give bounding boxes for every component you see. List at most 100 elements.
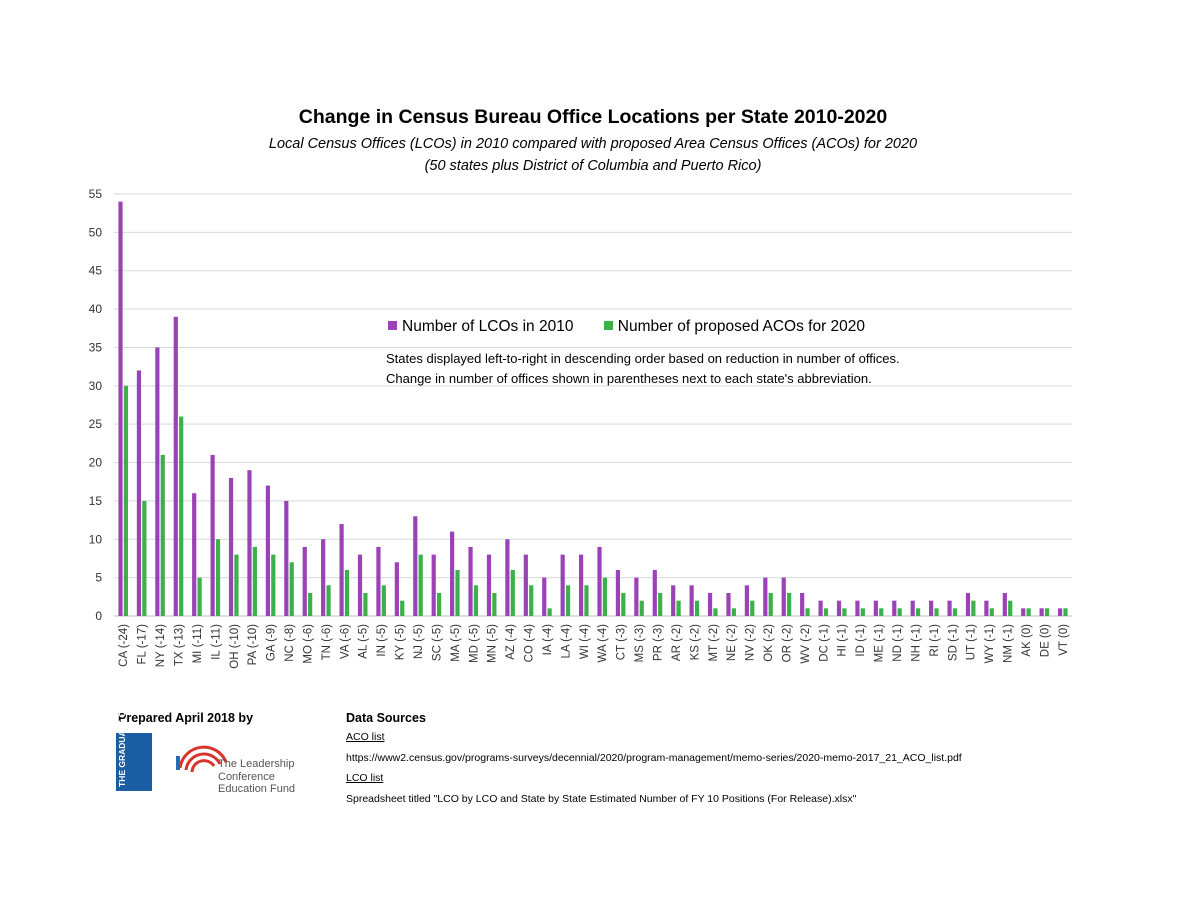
y-tick-label: 20 [89, 456, 103, 470]
aco-list-link[interactable]: ACO list [346, 731, 385, 743]
x-tick-label: WA (-4) [597, 624, 609, 663]
bar-lco-2010 [910, 600, 915, 616]
y-tick-label: 40 [89, 302, 103, 316]
bar-lco-2010 [210, 454, 215, 616]
bar-lco-2010 [578, 554, 584, 616]
x-tick-label: ND (-1) [892, 624, 904, 662]
legend-item-aco: Number of proposed ACOs for 2020 [603, 318, 865, 336]
bar-lco-2010 [468, 546, 473, 616]
y-tick-label: 5 [95, 571, 102, 585]
x-tick-label: IA (-4) [542, 624, 554, 655]
y-tick-label: 45 [89, 264, 103, 278]
x-tick-label: AZ (-4) [505, 624, 517, 660]
x-tick-label: PA (-10) [247, 624, 259, 665]
bar-aco-2020 [952, 608, 958, 616]
chart-subtitle: Local Census Offices (LCOs) in 2010 comp… [268, 136, 918, 152]
bar-lco-2010 [781, 577, 786, 616]
bar-aco-2020 [694, 600, 700, 616]
x-tick-label: NY (-14) [155, 624, 167, 667]
bar-lco-2010 [744, 585, 749, 616]
y-tick-label: 35 [89, 340, 103, 354]
bar-aco-2020 [197, 577, 202, 616]
bar-aco-2020 [860, 608, 865, 616]
legend-swatch-lco [388, 321, 397, 330]
x-tick-label: ID (-1) [855, 624, 867, 657]
bar-aco-2020 [989, 608, 994, 616]
x-tick-label: PR (-3) [652, 624, 664, 661]
bar-lco-2010 [542, 577, 547, 616]
leadership-conference-logo-icon [176, 745, 228, 773]
x-tick-label: ME (-1) [874, 624, 886, 663]
bar-aco-2020 [455, 569, 460, 616]
bar-aco-2020 [768, 592, 773, 616]
x-tick-label: WV (-2) [800, 624, 812, 664]
x-tick-label: MN (-5) [487, 624, 499, 663]
x-tick-label: AR (-2) [671, 624, 683, 661]
bar-aco-2020 [179, 416, 184, 616]
bar-aco-2020 [123, 385, 129, 616]
x-tick-label: MA (-5) [450, 624, 462, 662]
leadership-conference-name: The Leadership Conference Education Fund [218, 758, 295, 796]
bar-aco-2020 [160, 454, 165, 616]
bar-aco-2020 [602, 577, 608, 616]
x-tick-label: CA (-24) [118, 624, 130, 667]
bar-aco-2020 [492, 592, 497, 616]
lco-list-link[interactable]: LCO list [346, 772, 384, 784]
bar-lco-2010 [892, 600, 897, 616]
bar-lco-2010 [302, 546, 307, 616]
bar-aco-2020 [326, 585, 331, 616]
bar-aco-2020 [823, 608, 829, 616]
bar-lco-2010 [855, 600, 860, 616]
bar-lco-2010 [1021, 608, 1026, 616]
x-tick-label: LA (-4) [560, 624, 572, 659]
bar-lco-2010 [505, 539, 510, 616]
x-tick-label: MS (-3) [634, 624, 646, 663]
bar-lco-2010 [818, 600, 823, 616]
chart-subtitle-scope: (50 states plus District of Columbia and… [424, 158, 762, 174]
bar-aco-2020 [437, 592, 442, 616]
bar-lco-2010 [1002, 592, 1007, 616]
x-tick-label: DE (0) [1039, 624, 1051, 657]
x-tick-label: VA (-6) [339, 624, 351, 659]
bar-aco-2020 [344, 569, 350, 616]
x-tick-label: FL (-17) [137, 624, 149, 665]
graduate-center-logo: THE GRADUATE CENTER [116, 683, 152, 791]
x-tick-label: GA (-9) [266, 624, 278, 661]
x-tick-label: OR (-2) [781, 624, 793, 663]
bar-aco-2020 [750, 600, 755, 616]
bar-aco-2020 [842, 608, 847, 616]
bar-aco-2020 [400, 600, 405, 616]
bar-aco-2020 [529, 585, 534, 616]
graduate-center-logo-text: THE GRADUATE CENTER [117, 682, 127, 787]
bar-aco-2020 [473, 585, 479, 616]
bar-lco-2010 [726, 592, 731, 616]
y-tick-label: 55 [89, 187, 103, 201]
x-tick-label: MT (-2) [708, 624, 720, 662]
x-tick-label: WI (-4) [579, 624, 591, 659]
bar-lco-2010 [339, 523, 344, 616]
bar-lco-2010 [523, 554, 528, 616]
x-tick-label: HI (-1) [837, 624, 849, 657]
prepared-by-label: Prepared April 2018 by [118, 711, 254, 725]
x-tick-label: MI (-11) [192, 624, 204, 664]
bar-lco-2010 [689, 585, 694, 616]
bar-lco-2010 [597, 546, 602, 616]
x-tick-label: CT (-3) [616, 624, 628, 660]
bar-aco-2020 [234, 554, 239, 616]
chart-legend: Number of LCOs in 2010 Number of propose… [388, 318, 891, 336]
bar-aco-2020 [381, 585, 386, 616]
bar-lco-2010 [247, 470, 252, 616]
chart-annotation-order: States displayed left-to-right in descen… [386, 351, 900, 366]
x-tick-label: DC (-1) [818, 624, 830, 662]
bar-lco-2010 [800, 592, 805, 616]
y-tick-label: 10 [89, 532, 103, 546]
x-tick-label: NJ (-5) [413, 624, 425, 659]
bar-aco-2020 [510, 569, 515, 616]
x-tick-label: NV (-2) [745, 624, 757, 661]
x-tick-label: SC (-5) [431, 624, 443, 661]
y-tick-label: 0 [95, 609, 102, 623]
y-tick-label: 30 [89, 379, 103, 393]
aco-list-url[interactable]: https://www2.census.gov/programs-surveys… [346, 752, 962, 764]
x-tick-label: NE (-2) [726, 624, 738, 661]
bar-lco-2010 [486, 554, 492, 616]
